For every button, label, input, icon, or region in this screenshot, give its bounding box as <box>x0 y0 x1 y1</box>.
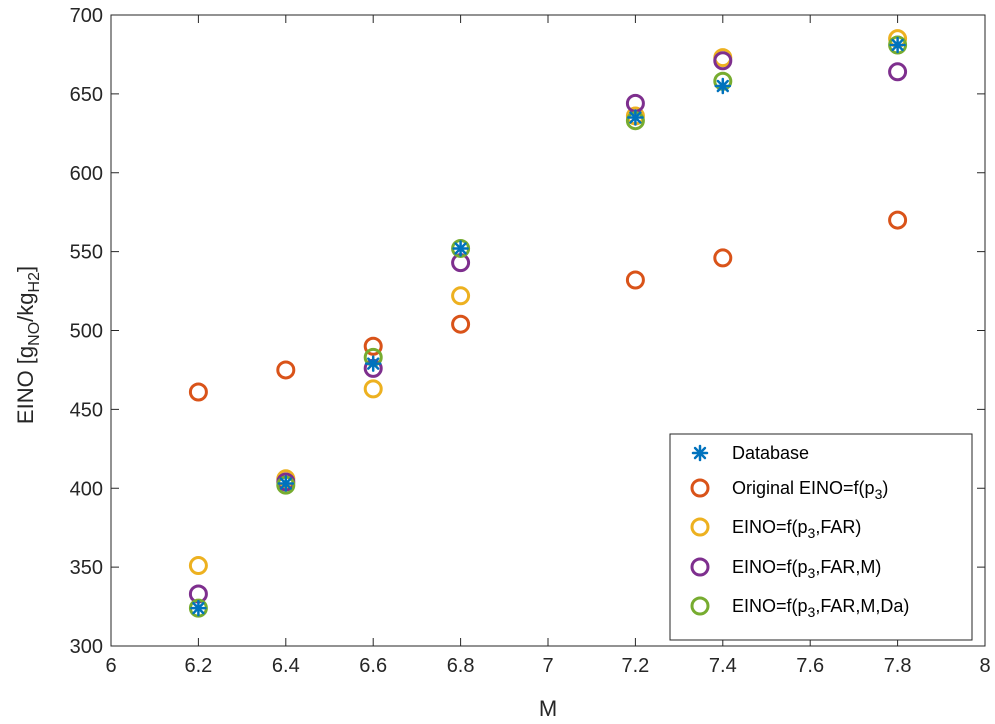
x-tick-label: 6.6 <box>359 655 387 677</box>
series-1-point-marker <box>713 248 733 268</box>
legend-item-eino-far-m: EINO=f(p3,FAR,M) <box>690 557 881 581</box>
x-tick-label: 6.2 <box>184 655 212 677</box>
legend-label-original-eino: Original EINO=f(p3) <box>732 478 888 502</box>
legend-circle-marker <box>690 478 710 498</box>
legend-asterisk-marker <box>691 444 709 462</box>
y-tick-label: 350 <box>70 557 103 579</box>
series-1-point-marker <box>363 336 383 356</box>
legend-circle-marker <box>690 517 710 537</box>
legend-asterisk <box>691 444 709 462</box>
data-markers <box>188 29 908 618</box>
legend-item-eino-far: EINO=f(p3,FAR) <box>690 517 861 541</box>
series-1-point-marker <box>625 270 645 290</box>
database-point-marker <box>277 475 295 492</box>
x-tick-label: 7.4 <box>709 655 737 677</box>
x-tick-label: 7.2 <box>621 655 649 677</box>
legend-item-original-eino: Original EINO=f(p3) <box>690 478 888 502</box>
legend-label-eino-far-m: EINO=f(p3,FAR,M) <box>732 557 881 581</box>
database-point-marker <box>364 355 382 372</box>
database-point-marker <box>190 599 207 617</box>
series-1-point-marker <box>451 314 471 334</box>
x-tick-label: 7.8 <box>884 655 912 677</box>
legend-label-database: Database <box>732 443 809 463</box>
x-axis-title: M <box>539 696 557 721</box>
database-point-marker <box>452 240 469 257</box>
y-axis-title: EINO [gNO/kgH2] <box>13 266 43 424</box>
y-tick-label: 500 <box>70 321 103 343</box>
y-tick-label: 700 <box>70 5 103 27</box>
series-2-point-marker <box>363 379 383 399</box>
series-2-point-marker <box>451 286 471 306</box>
x-tick-label: 8 <box>979 655 990 677</box>
x-axis-ticks: 6 6.2 6.4 6.6 6.8 7 7.2 7.4 7.6 7.8 8 <box>105 15 991 677</box>
series-1-point-marker <box>888 210 908 230</box>
y-axis-ticks: 300 350 400 450 500 550 600 650 700 <box>70 5 985 658</box>
x-tick-label: 7 <box>542 655 553 677</box>
series-1-point-marker <box>276 360 296 380</box>
series-2-point-marker <box>188 556 208 576</box>
y-tick-label: 600 <box>70 163 103 185</box>
series-1-point-marker <box>188 382 208 402</box>
legend-circle-marker <box>690 557 710 577</box>
x-tick-label: 7.6 <box>796 655 824 677</box>
series-3-point-marker <box>713 51 733 71</box>
legend-box <box>669 433 973 641</box>
y-tick-label: 300 <box>70 636 103 658</box>
series-3-point-marker <box>888 62 908 82</box>
x-tick-label: 6.8 <box>447 655 475 677</box>
x-tick-label: 6.4 <box>272 655 300 677</box>
database-point-marker <box>889 36 906 54</box>
y-tick-label: 450 <box>70 399 103 421</box>
y-tick-label: 650 <box>70 84 103 106</box>
legend-label-eino-far: EINO=f(p3,FAR) <box>732 517 861 541</box>
legend-label-eino-far-m-da: EINO=f(p3,FAR,M,Da) <box>732 596 909 620</box>
y-tick-label: 550 <box>70 242 103 264</box>
legend: Database Original EINO=f(p3) EINO=f(p3,F… <box>669 433 973 641</box>
database-point-marker <box>627 109 644 126</box>
y-tick-label: 400 <box>70 478 103 500</box>
x-tick-label: 6 <box>105 655 116 677</box>
legend-circle-marker <box>690 596 710 616</box>
legend-item-eino-far-m-da: EINO=f(p3,FAR,M,Da) <box>690 596 909 620</box>
legend-item-database: Database <box>691 443 809 463</box>
database-point-marker <box>714 77 732 95</box>
